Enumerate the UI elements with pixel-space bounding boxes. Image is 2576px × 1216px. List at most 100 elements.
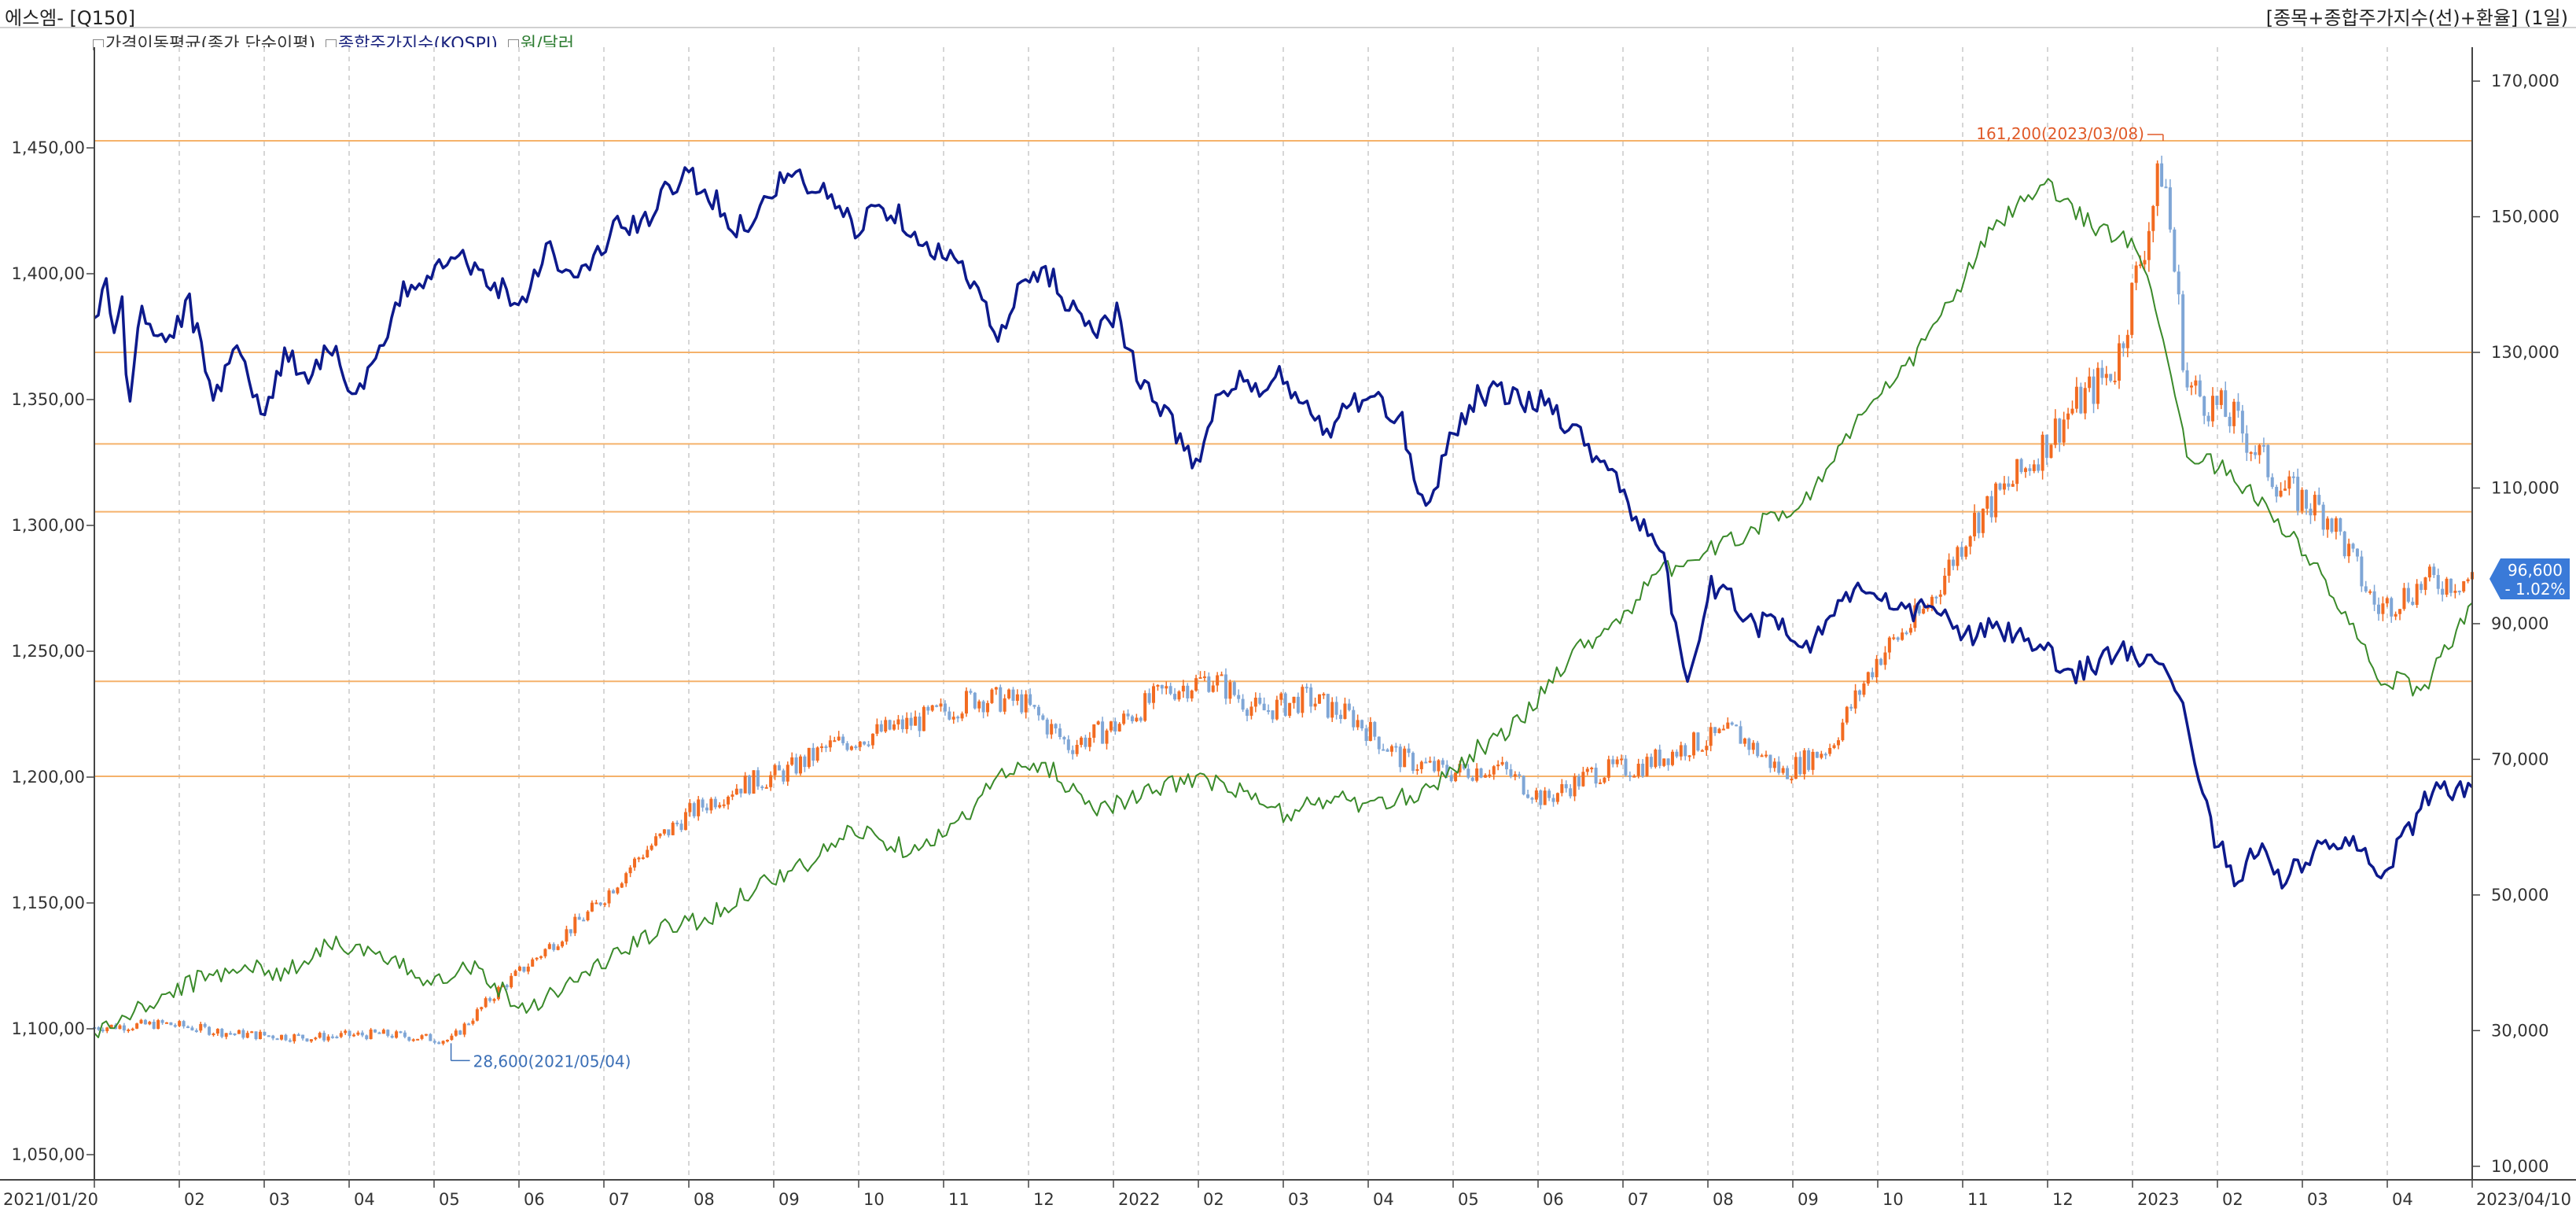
candle-body — [245, 1033, 249, 1038]
candle-body — [1943, 575, 1947, 595]
candle-body — [1692, 732, 1696, 756]
candle-body — [1249, 706, 1253, 717]
candle-body — [739, 788, 743, 794]
candle-body — [1960, 547, 1963, 557]
candle-body — [1684, 745, 1687, 757]
candle-body — [420, 1035, 424, 1039]
candle-body — [1062, 737, 1066, 740]
candle-body — [2058, 418, 2062, 443]
candle-body — [1339, 714, 1343, 720]
candle-body — [1343, 703, 1347, 720]
candle-body — [2313, 495, 2317, 516]
x-tick-label: 04 — [354, 1190, 375, 1209]
candle-body — [896, 719, 900, 725]
candle-body — [727, 796, 730, 805]
candle-body — [709, 798, 713, 811]
candle-body — [267, 1035, 270, 1037]
candle-body — [224, 1033, 228, 1037]
candle-body — [1620, 758, 1624, 761]
candle-body — [1543, 790, 1547, 805]
candle-body — [764, 787, 768, 789]
candle-body — [296, 1034, 300, 1037]
candle-body — [1590, 768, 1594, 770]
candle-body — [1641, 764, 1645, 776]
candle-body — [395, 1031, 399, 1038]
candle-body — [1696, 732, 1700, 751]
candle-body — [2385, 598, 2389, 604]
candle-body — [1334, 702, 1338, 715]
candle-body — [135, 1023, 139, 1029]
candle-body — [633, 858, 637, 868]
candle-body — [2449, 578, 2453, 593]
candle-body — [2415, 584, 2419, 605]
candle-body — [1823, 754, 1827, 756]
candle-body — [1964, 546, 1968, 557]
candle-body — [1569, 788, 1573, 797]
candle-body — [667, 829, 671, 835]
candle-body — [1981, 508, 1985, 533]
candle-body — [2130, 282, 2134, 335]
candle-body — [1781, 768, 1785, 773]
candle-body — [1470, 777, 1474, 781]
candle-body — [1968, 536, 1972, 547]
candle-body — [1666, 758, 1670, 765]
candle-body — [233, 1033, 237, 1035]
candle-body — [1117, 724, 1121, 731]
candle-body — [122, 1025, 126, 1031]
candle-body — [658, 833, 662, 837]
candle-body — [1883, 652, 1887, 665]
candle-body — [2011, 484, 2015, 487]
candle-body — [2321, 504, 2325, 530]
candle-body — [1594, 768, 1598, 784]
candle-body — [1768, 754, 1772, 768]
candle-body — [2015, 459, 2019, 485]
candle-body — [2411, 601, 2415, 605]
candle-body — [1926, 607, 1930, 610]
candle-body — [1271, 710, 1275, 720]
candle-body — [2236, 401, 2240, 411]
candle-body — [2049, 444, 2053, 459]
candle-body — [458, 1030, 462, 1035]
candle-body — [1015, 694, 1019, 701]
candle-body — [322, 1033, 326, 1041]
candle-body — [1628, 775, 1632, 777]
candle-body — [2249, 451, 2253, 454]
candle-body — [1220, 674, 1224, 676]
x-tick-label: 2023 — [2137, 1190, 2179, 1209]
candle-body — [160, 1020, 164, 1023]
candle-body — [2441, 588, 2445, 595]
right-tick-label: 110,000 — [2491, 478, 2559, 497]
candle-body — [288, 1040, 292, 1042]
left-tick-label: 1,450,00 — [11, 138, 85, 157]
candle-body — [2275, 487, 2279, 497]
candle-body — [1360, 720, 1364, 729]
candle-body — [2023, 468, 2027, 473]
candle-body — [1433, 761, 1437, 772]
candle-body — [1908, 628, 1912, 633]
candle-body — [1904, 632, 1908, 635]
candle-body — [2355, 548, 2359, 557]
candle-body — [722, 804, 726, 806]
candle-body — [1087, 737, 1091, 747]
right-tick-label: 50,000 — [2491, 886, 2548, 905]
x-tick-label: 08 — [694, 1190, 715, 1209]
candle-body — [697, 799, 701, 816]
candle-body — [1687, 755, 1691, 757]
candle-body — [1032, 705, 1036, 707]
candle-body — [1258, 697, 1262, 704]
candle-body — [2177, 271, 2180, 295]
candle-body — [1479, 768, 1483, 778]
candle-body — [1419, 761, 1423, 769]
candle-body — [1573, 776, 1577, 797]
candle-body — [432, 1041, 436, 1043]
candle-body — [1202, 676, 1206, 679]
candle-body — [935, 705, 939, 707]
candle-body — [2155, 163, 2159, 206]
candle-body — [462, 1023, 466, 1035]
candle-body — [2228, 416, 2232, 426]
candle-body — [1849, 706, 1853, 709]
candle-body — [1224, 674, 1227, 699]
left-tick-label: 1,250,00 — [11, 642, 85, 661]
candle-body — [1424, 761, 1428, 764]
